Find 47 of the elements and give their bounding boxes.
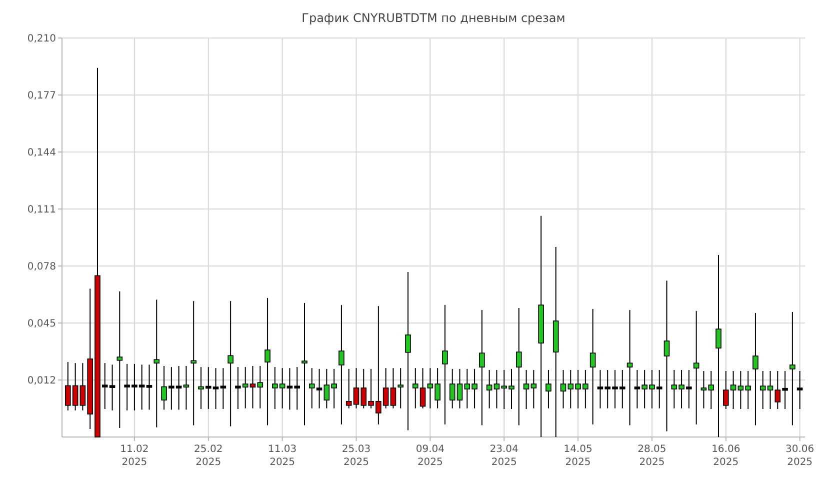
y-tick-label: 0,045	[27, 318, 56, 330]
candlestick	[190, 300, 196, 426]
candlestick	[264, 297, 270, 426]
candlestick	[523, 369, 530, 410]
x-tick-label: 25.03 2025	[342, 444, 371, 468]
x-tick-label: 09.04 2025	[416, 444, 444, 468]
x-tick-label: 23.04 2025	[490, 444, 518, 468]
candlestick	[390, 368, 396, 409]
candlestick	[796, 370, 803, 410]
candlestick	[546, 369, 552, 409]
x-tick-label: 25.02 2025	[194, 444, 223, 468]
candlestick	[146, 364, 152, 410]
x-tick-label: 11.03 2025	[268, 444, 297, 468]
x-tick-label: 16.06 2025	[712, 444, 740, 468]
y-tick-label: 0,078	[27, 262, 56, 272]
candlestick	[183, 366, 190, 410]
x-tick-label: 28.05 2025	[638, 444, 666, 468]
candlestick	[664, 280, 670, 432]
candlestick	[516, 307, 522, 426]
candlestick	[752, 312, 758, 426]
candlestick	[693, 310, 700, 425]
y-tick-label: 0,012	[27, 376, 56, 386]
x-tick-label: 14.05 2025	[564, 444, 592, 468]
candlestick	[346, 368, 352, 409]
chart-title: График CNYRUBTDTM по дневным срезам	[302, 11, 566, 25]
candlestick	[338, 304, 344, 425]
x-tick-label: 11.02 2025	[120, 444, 149, 468]
candlestick	[302, 302, 308, 426]
candlestick	[220, 368, 226, 410]
y-tick-label: 0,177	[27, 90, 56, 102]
candlestick	[590, 308, 596, 425]
candlestick	[530, 369, 537, 409]
candlestick	[228, 300, 234, 427]
y-tick-label: 0,144	[27, 148, 56, 158]
candlestick	[442, 304, 448, 425]
y-tick-label: 0,111	[27, 204, 56, 216]
y-tick-label: 0,210	[27, 34, 56, 44]
candlestick	[398, 368, 404, 409]
candlestick	[405, 272, 411, 431]
candlestick	[116, 290, 123, 429]
candlestick	[716, 254, 722, 438]
candlestick	[154, 299, 160, 428]
candlestick	[486, 369, 492, 409]
candlestick	[790, 311, 796, 426]
candlestick	[626, 310, 633, 426]
candlestick	[479, 310, 485, 426]
x-tick-label: 30.06 2025	[786, 444, 814, 468]
